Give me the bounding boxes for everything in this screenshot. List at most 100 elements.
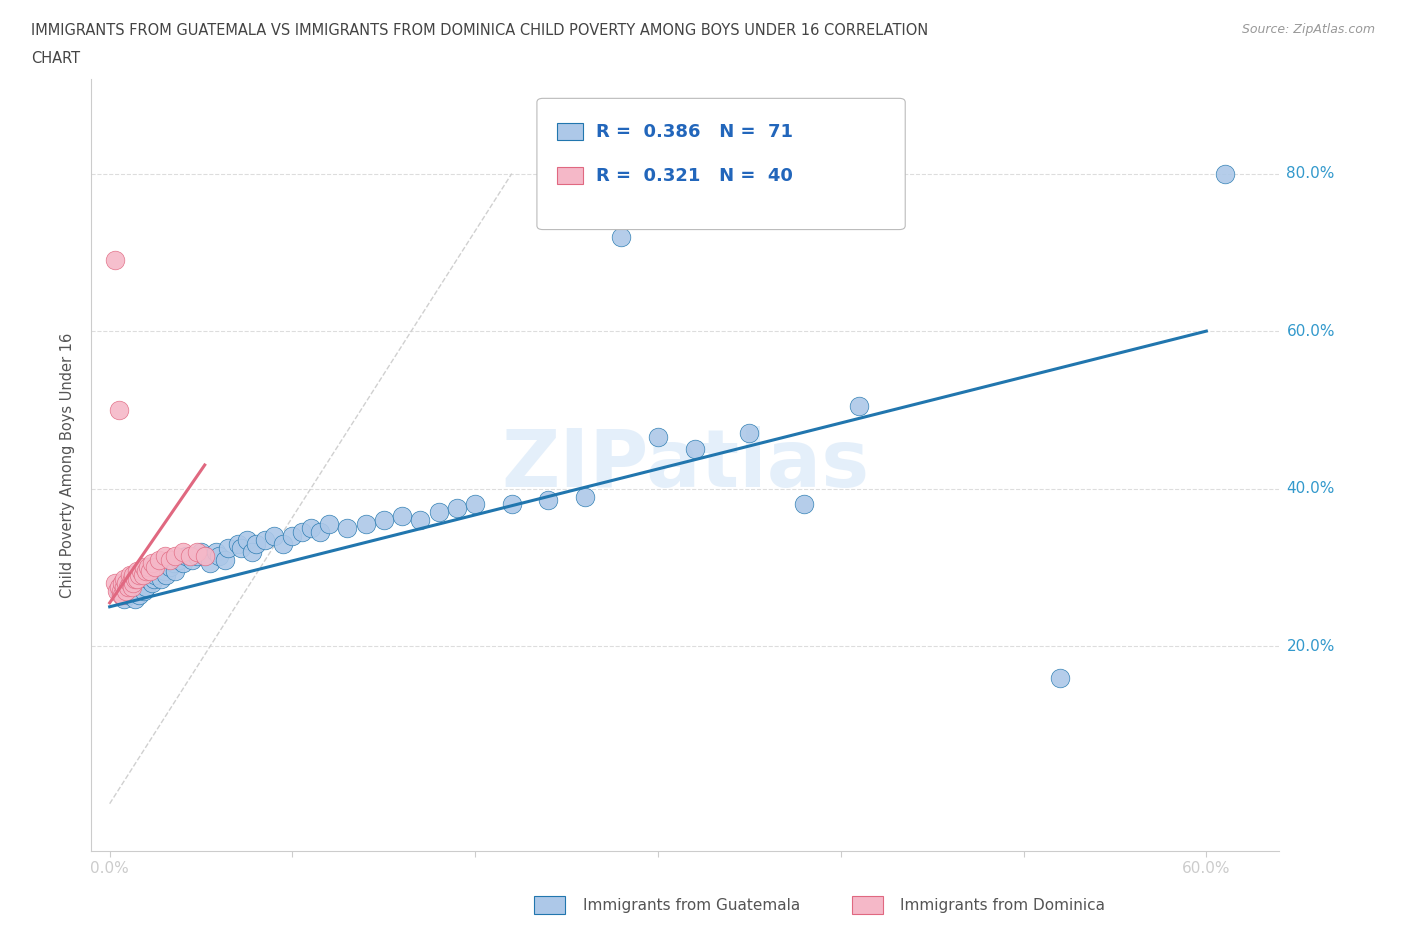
Point [159, 552, 181, 567]
Text: CHART: CHART [31, 51, 80, 66]
Point [104, 576, 127, 591]
Text: IMMIGRANTS FROM GUATEMALA VS IMMIGRANTS FROM DOMINICA CHILD POVERTY AMONG BOYS U: IMMIGRANTS FROM GUATEMALA VS IMMIGRANTS … [31, 23, 928, 38]
Point [115, 584, 138, 599]
Point [155, 568, 177, 583]
Point [180, 552, 202, 567]
Text: R =  0.386   N =  71: R = 0.386 N = 71 [596, 123, 793, 140]
Point [141, 576, 163, 591]
Point [121, 579, 143, 594]
Point [574, 489, 596, 504]
Point [111, 588, 134, 603]
Text: ZIPatlas: ZIPatlas [502, 426, 869, 504]
Point [122, 568, 145, 583]
Point [142, 572, 165, 587]
Point [245, 537, 267, 551]
Point [107, 584, 129, 599]
Point [647, 430, 669, 445]
Point [610, 229, 633, 244]
Point [141, 556, 163, 571]
Text: Source: ZipAtlas.com: Source: ZipAtlas.com [1241, 23, 1375, 36]
Point [194, 548, 217, 563]
Point [162, 556, 186, 571]
Text: 40.0%: 40.0% [1286, 481, 1334, 496]
Point [153, 548, 176, 563]
Point [1049, 671, 1071, 685]
Point [409, 512, 432, 527]
Point [149, 572, 172, 587]
Point [107, 579, 129, 594]
Text: 80.0%: 80.0% [1286, 166, 1334, 181]
Point [172, 556, 194, 571]
Point [117, 588, 139, 603]
Point [464, 497, 486, 512]
Point [501, 497, 523, 512]
Point [204, 544, 226, 559]
Point [122, 572, 145, 587]
Point [446, 501, 468, 516]
Point [198, 556, 221, 571]
Point [176, 548, 198, 563]
Bar [557, 123, 583, 140]
Point [373, 512, 395, 527]
Point [167, 552, 190, 567]
Point [253, 532, 276, 547]
Point [135, 568, 157, 583]
Point [263, 528, 285, 543]
Point [128, 588, 150, 603]
Point [186, 548, 208, 563]
Point [235, 532, 257, 547]
Point [129, 564, 152, 578]
Point [1213, 166, 1236, 181]
Text: Immigrants from Dominica: Immigrants from Dominica [900, 898, 1105, 913]
Point [281, 528, 304, 543]
Point [111, 576, 134, 591]
Point [159, 560, 181, 575]
Point [165, 548, 187, 563]
Point [172, 544, 194, 559]
Point [354, 517, 377, 532]
Point [131, 576, 153, 591]
Point [793, 497, 815, 512]
Point [136, 560, 159, 575]
Point [112, 591, 135, 606]
Point [391, 509, 413, 524]
Point [112, 572, 135, 587]
Bar [557, 167, 583, 184]
Point [135, 564, 157, 578]
Point [118, 568, 141, 583]
Point [190, 544, 212, 559]
Point [127, 584, 148, 599]
Point [165, 564, 187, 578]
Point [145, 568, 166, 583]
Point [738, 426, 761, 441]
Point [139, 568, 162, 583]
Point [537, 493, 560, 508]
Point [124, 572, 146, 587]
Point [134, 560, 156, 575]
Point [148, 564, 170, 578]
Point [186, 544, 208, 559]
Bar [534, 896, 565, 914]
Text: 20.0%: 20.0% [1286, 639, 1334, 654]
Point [336, 521, 359, 536]
Point [131, 579, 153, 594]
Point [139, 564, 162, 578]
Point [208, 548, 231, 563]
Point [231, 540, 253, 555]
Point [135, 579, 157, 594]
Text: R =  0.321   N =  40: R = 0.321 N = 40 [596, 166, 793, 184]
Point [112, 579, 135, 594]
Point [179, 548, 201, 563]
Point [121, 572, 143, 587]
Point [145, 560, 166, 575]
Point [427, 505, 450, 520]
Point [121, 579, 143, 594]
Bar [852, 896, 883, 914]
Point [271, 537, 295, 551]
Point [148, 552, 170, 567]
Point [226, 537, 249, 551]
Point [107, 403, 129, 418]
Point [127, 564, 148, 578]
Point [117, 579, 139, 594]
Point [104, 253, 127, 268]
